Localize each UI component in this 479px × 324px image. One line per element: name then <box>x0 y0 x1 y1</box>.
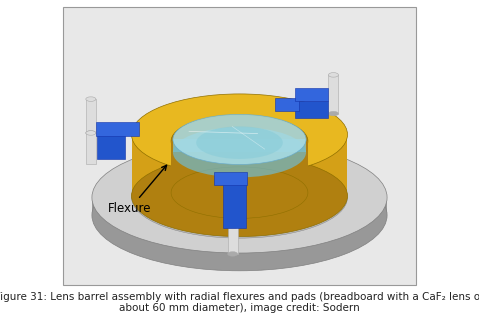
Bar <box>97 134 125 159</box>
Bar <box>223 175 246 228</box>
Ellipse shape <box>173 127 306 177</box>
Ellipse shape <box>132 157 347 238</box>
Bar <box>214 172 247 185</box>
Ellipse shape <box>86 97 96 101</box>
Text: Flexure: Flexure <box>108 165 167 215</box>
Ellipse shape <box>228 252 238 256</box>
Text: Figure 31: Lens barrel assembly with radial flexures and pads (breadboard with a: Figure 31: Lens barrel assembly with rad… <box>0 292 479 313</box>
Bar <box>63 7 416 284</box>
Bar <box>295 101 328 119</box>
Polygon shape <box>171 141 308 193</box>
Ellipse shape <box>228 224 238 229</box>
Ellipse shape <box>173 114 306 165</box>
Polygon shape <box>92 198 387 215</box>
Ellipse shape <box>92 160 387 271</box>
Bar <box>86 99 96 133</box>
Ellipse shape <box>92 142 387 253</box>
Bar <box>275 98 299 111</box>
Bar <box>95 122 139 136</box>
Ellipse shape <box>329 111 339 116</box>
Polygon shape <box>173 139 306 152</box>
Ellipse shape <box>171 115 308 167</box>
Polygon shape <box>340 134 347 196</box>
Bar <box>329 75 339 114</box>
Bar <box>86 133 96 164</box>
Ellipse shape <box>171 167 308 218</box>
Ellipse shape <box>132 94 347 175</box>
Polygon shape <box>132 134 139 196</box>
Polygon shape <box>295 88 328 101</box>
Ellipse shape <box>196 126 283 159</box>
Ellipse shape <box>86 131 96 135</box>
Polygon shape <box>132 134 347 196</box>
Bar <box>228 226 238 254</box>
Ellipse shape <box>86 131 96 135</box>
Ellipse shape <box>132 155 347 237</box>
Ellipse shape <box>329 73 339 77</box>
